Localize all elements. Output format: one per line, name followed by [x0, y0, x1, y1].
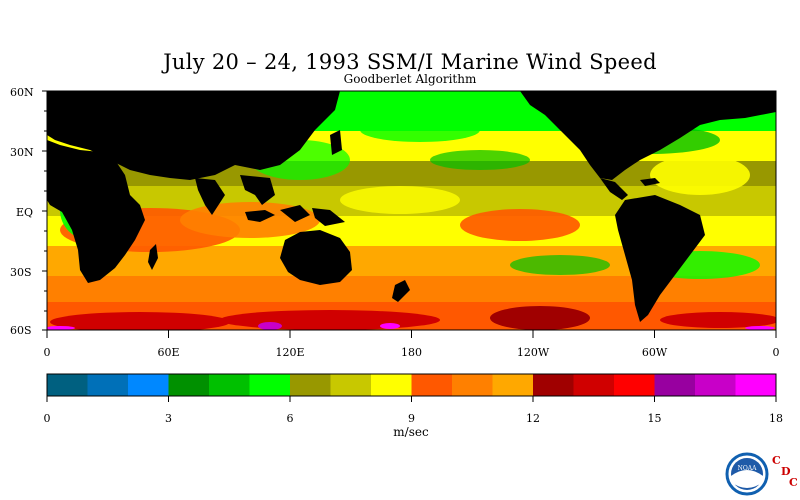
lon-label-120e: 120E — [275, 346, 304, 359]
north-america-land — [520, 91, 776, 180]
colorbar-swatch — [209, 374, 250, 396]
colorbar-tick-label: 3 — [165, 412, 172, 425]
noaa-cdc-logo: NOAA C D C — [725, 452, 798, 496]
colorbar-swatch — [87, 374, 129, 396]
cdc-letter-2: D — [781, 465, 791, 478]
colorbar-swatch — [330, 374, 372, 396]
cdc-letter-1: C — [772, 454, 781, 467]
se-asia-land — [240, 175, 275, 205]
lon-label-120w: 120W — [517, 346, 550, 359]
lon-label-60w: 60W — [642, 346, 668, 359]
longitude-axis: 0 60E 120E 180 120W 60W 0 — [44, 330, 780, 359]
eurasia-land — [47, 91, 340, 180]
lat-label-30s: 30S — [10, 266, 32, 279]
map-subtitle: Goodberlet Algorithm — [343, 72, 477, 86]
land-masses — [47, 91, 776, 322]
colorbar-swatch — [47, 374, 88, 396]
colorbar-swatch — [735, 374, 777, 396]
colorbar-tick-label: 0 — [44, 412, 51, 425]
colorbar-units: m/sec — [393, 425, 429, 439]
cdc-letter-3: C — [789, 476, 798, 489]
noaa-bird-icon — [731, 470, 763, 488]
lat-label-60n: 60N — [10, 86, 34, 99]
colorbar-swatch — [168, 374, 210, 396]
colorbar-swatch — [695, 374, 736, 396]
colorbar-swatch — [249, 374, 291, 396]
lon-label-180: 180 — [401, 346, 422, 359]
colorbar-swatch — [128, 374, 169, 396]
latitude-axis: 60N 30N EQ 30S 60S — [10, 86, 47, 337]
colorbar-swatch — [614, 374, 655, 396]
colorbar-ticks: 0 3 6 9 12 15 18 — [44, 396, 783, 425]
colorbar-swatch — [452, 374, 493, 396]
colorbar-tick-label: 18 — [769, 412, 783, 425]
wind-field — [47, 91, 776, 330]
madagascar-land — [148, 244, 158, 270]
lat-label-30n: 30N — [10, 146, 34, 159]
lat-label-eq: EQ — [16, 206, 33, 219]
colorbar-swatch — [371, 374, 412, 396]
lon-label-0: 0 — [44, 346, 51, 359]
colorbar-swatch — [411, 374, 453, 396]
lon-label-60e: 60E — [157, 346, 179, 359]
india-land — [195, 178, 225, 215]
lat-label-60s: 60S — [10, 324, 32, 337]
colorbar-swatch — [492, 374, 534, 396]
africa-land — [47, 140, 145, 283]
new-zealand-land — [392, 280, 410, 302]
map-title: July 20 – 24, 1993 SSM/I Marine Wind Spe… — [163, 50, 657, 74]
colorbar-tick-label: 6 — [287, 412, 294, 425]
colorbar-tick-label: 9 — [408, 412, 415, 425]
colorbar-tick-label: 15 — [648, 412, 662, 425]
colorbar-swatch — [573, 374, 615, 396]
colorbar-swatch — [290, 374, 331, 396]
noaa-logo-text: NOAA — [738, 465, 758, 472]
colorbar — [47, 374, 777, 396]
colorbar-tick-label: 12 — [526, 412, 540, 425]
australia-land — [280, 230, 352, 285]
colorbar-swatch — [533, 374, 574, 396]
colorbar-swatch — [654, 374, 696, 396]
south-america-land — [615, 195, 705, 322]
lon-label-0-east: 0 — [773, 346, 780, 359]
